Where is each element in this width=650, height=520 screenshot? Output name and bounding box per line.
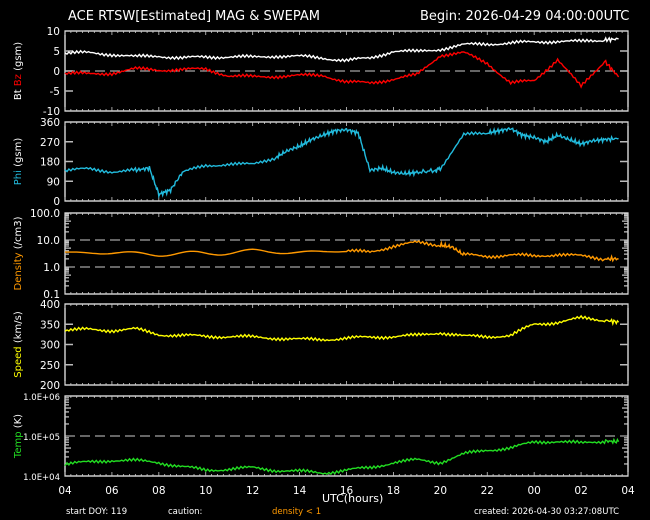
x-tick-label: 12 [246,485,259,497]
created-time: created: 2026-04-30 03:27:08UTC [474,507,620,517]
panel-density: 100.0 10.0 1.0 0.1 Density (/cm3) [13,208,629,301]
panel-speed: 400 350 300 250 200 Speed (km/s) [13,299,629,392]
x-tick-label: 22 [481,485,494,497]
svg-text:-5: -5 [50,86,60,98]
series-phi [64,126,619,199]
x-tick-label: 08 [152,485,165,497]
svg-text:250: 250 [40,360,60,372]
svg-text:300: 300 [40,340,60,352]
series-speed [64,314,620,342]
x-tick-label: 10 [199,485,212,497]
svg-text:200: 200 [40,380,60,392]
y-axis-label: Density (/cm3) [13,216,24,290]
svg-text:400: 400 [40,299,60,311]
x-tick-label: 14 [293,485,307,497]
x-axis-title: UTC(hours) [322,492,384,505]
svg-text:0: 0 [53,66,60,78]
svg-text:5: 5 [53,46,60,58]
svg-text:10.0: 10.0 [37,235,60,247]
series-temp [64,437,620,476]
y-axis-label: Bt Bz (gsm) [13,42,24,100]
svg-text:1.0E+06: 1.0E+06 [23,393,60,403]
caution-value: density < 1 [272,507,322,517]
start-doy: start DOY: 119 [66,507,128,517]
series-density [65,240,619,263]
panel-bt-bz: 10 5 0 -5 -10 Bt Bz (gsm) [13,26,629,118]
x-tick-label: 04 [58,485,72,497]
svg-text:1.0E+04: 1.0E+04 [23,473,60,483]
svg-text:360: 360 [40,117,60,129]
svg-text:350: 350 [40,319,60,331]
x-tick-label: 06 [105,485,119,497]
svg-text:0: 0 [53,196,60,208]
x-tick-label: 00 [527,485,540,497]
y-axis-label: Temp (K) [13,414,24,459]
x-tick-label: 02 [574,485,587,497]
x-tick-label: 16 [340,485,354,497]
caution-label: caution: [168,507,203,517]
series-bz [64,51,620,89]
begin-time: Begin: 2026-04-29 04:00:00UTC [420,9,630,24]
svg-text:180: 180 [40,157,60,169]
x-tick-label: 20 [434,485,447,497]
svg-text:10: 10 [47,26,60,38]
y-axis-label: Speed (km/s) [13,311,24,378]
svg-text:1.0E+05: 1.0E+05 [23,433,60,443]
svg-text:-10: -10 [43,106,60,118]
svg-text:90: 90 [47,176,60,188]
x-tick-label: 04 [621,485,635,497]
svg-text:100.0: 100.0 [30,208,60,220]
chart-title: ACE RTSW[Estimated] MAG & SWEPAM [68,9,320,24]
y-axis-label: Phi (gsm) [13,138,24,186]
panel-phi: 360 270 180 90 0 Phi (gsm) [13,117,629,208]
svg-text:1.0: 1.0 [43,262,60,274]
series-bt [64,36,619,63]
svg-text:270: 270 [40,137,60,149]
panel-temp: 1.0E+06 1.0E+05 1.0E+04 Temp (K) [13,393,629,483]
x-tick-label: 18 [387,485,400,497]
svg-text:0.1: 0.1 [43,289,60,301]
